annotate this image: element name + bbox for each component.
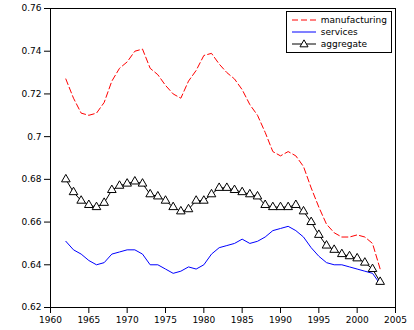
svg-text:1960: 1960: [39, 315, 62, 325]
svg-text:0.74: 0.74: [21, 46, 41, 56]
html-text:aggregate: aggregate: [320, 39, 368, 49]
svg-text:0.64: 0.64: [21, 260, 41, 270]
svg-text:1990: 1990: [269, 315, 292, 325]
svg-text:1970: 1970: [116, 315, 139, 325]
svg-text:1975: 1975: [154, 315, 177, 325]
svg-text:1965: 1965: [77, 315, 100, 325]
svg-text:2005: 2005: [384, 315, 407, 325]
svg-text:0.62: 0.62: [21, 302, 41, 312]
svg-text:1980: 1980: [192, 315, 215, 325]
svg-text:1995: 1995: [307, 315, 330, 325]
svg-text:0.66: 0.66: [21, 217, 41, 227]
svg-text:1985: 1985: [231, 315, 254, 325]
svg-text:2000: 2000: [346, 315, 369, 325]
svg-text:0.76: 0.76: [21, 3, 41, 13]
svg-text:0.7: 0.7: [27, 132, 41, 142]
html-text:manufacturing: manufacturing: [320, 15, 387, 25]
svg-text:0.68: 0.68: [21, 174, 41, 184]
svg-text:0.72: 0.72: [21, 89, 41, 99]
html-text:services: services: [320, 27, 358, 37]
